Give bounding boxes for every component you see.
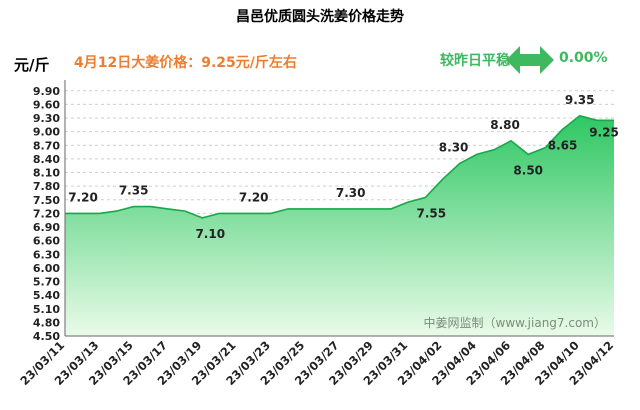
y-tick-label: 6.90 — [33, 221, 60, 234]
y-tick-label: 5.10 — [33, 303, 60, 316]
data-label: 7.20 — [68, 190, 98, 204]
y-tick-label: 8.40 — [33, 153, 60, 166]
y-tick-label: 7.50 — [33, 194, 60, 207]
y-tick-label: 6.60 — [33, 235, 60, 248]
data-label: 8.80 — [490, 118, 520, 132]
y-tick-label: 9.30 — [33, 112, 60, 125]
y-tick-label: 8.10 — [33, 167, 60, 180]
y-tick-label: 4.50 — [33, 330, 60, 343]
y-tick-label: 6.00 — [33, 262, 60, 275]
y-tick-label: 6.30 — [33, 248, 60, 261]
y-tick-label: 5.70 — [33, 276, 60, 289]
y-tick-label: 9.90 — [33, 85, 60, 98]
y-axis-unit: 元/斤 — [14, 56, 50, 74]
data-label: 9.25 — [589, 125, 619, 139]
data-label: 7.30 — [336, 186, 366, 200]
y-tick-label: 9.00 — [33, 126, 60, 139]
y-tick-label: 7.80 — [33, 180, 60, 193]
data-label: 7.35 — [119, 184, 149, 198]
data-label: 7.55 — [416, 207, 446, 221]
data-label: 8.50 — [513, 163, 543, 177]
double-arrow-icon — [506, 46, 554, 74]
y-tick-label: 8.70 — [33, 139, 60, 152]
watermark: 中姜网监制（www.jiang7.com） — [424, 315, 606, 330]
price-series-line — [65, 114, 614, 219]
data-label: 9.35 — [565, 93, 595, 107]
price-note: 4月12日大姜价格：9.25元/斤左右 — [74, 55, 297, 71]
data-label: 7.20 — [239, 190, 269, 204]
chart-title: 昌邑优质圆头洗姜价格走势 — [236, 9, 404, 25]
price-area-fill — [65, 115, 614, 336]
y-tick-label: 5.40 — [33, 289, 60, 302]
y-tick-label: 9.60 — [33, 98, 60, 111]
y-tick-label: 4.80 — [33, 316, 60, 329]
change-percent: 0.00% — [559, 50, 608, 66]
y-tick-label: 7.20 — [33, 207, 60, 220]
data-label: 7.10 — [195, 227, 225, 241]
compare-label: 较昨日平稳 — [440, 53, 510, 69]
data-label: 8.65 — [548, 138, 578, 152]
data-label: 8.30 — [439, 140, 469, 154]
